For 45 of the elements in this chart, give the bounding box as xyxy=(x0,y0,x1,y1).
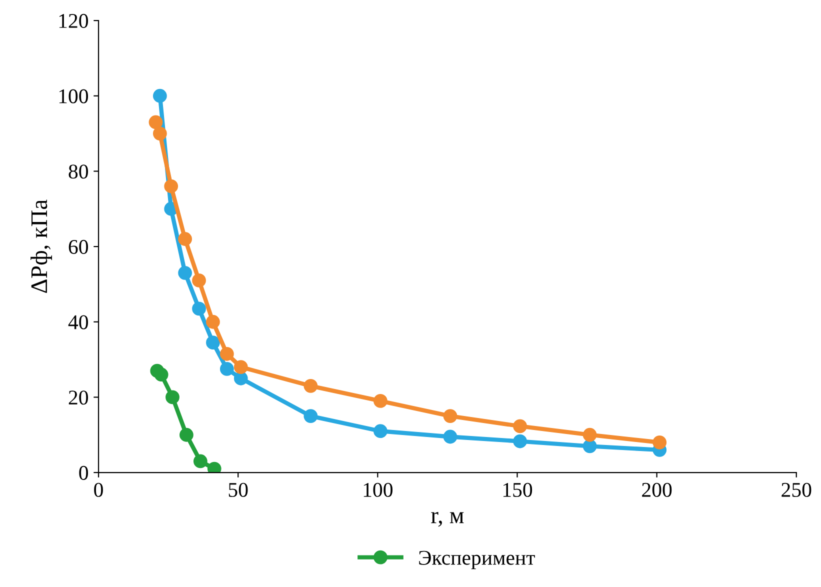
point xyxy=(192,273,206,288)
point xyxy=(206,336,220,350)
point xyxy=(234,360,248,374)
y-tick-label: 120 xyxy=(59,14,88,28)
point xyxy=(220,362,234,376)
y-tick-label: 80 xyxy=(68,164,88,179)
point xyxy=(582,428,597,442)
y-tick-label: 20 xyxy=(68,390,88,405)
point xyxy=(443,409,458,423)
point xyxy=(374,394,388,408)
point xyxy=(166,390,180,404)
point xyxy=(148,115,163,130)
point xyxy=(192,302,206,316)
point xyxy=(304,409,318,423)
legend-label: Эксперимент xyxy=(419,550,535,570)
x-tick-label: 250 xyxy=(782,482,812,497)
point xyxy=(374,424,388,438)
point xyxy=(513,434,527,448)
x-tick-label: 100 xyxy=(364,482,392,497)
point xyxy=(164,179,178,194)
y-tick-label: 100 xyxy=(59,89,88,104)
y-tick-label: 0 xyxy=(79,466,88,480)
x-axis-title: r, м xyxy=(431,512,464,527)
point xyxy=(582,439,597,454)
point xyxy=(154,368,168,382)
x-tick-label: 0 xyxy=(94,482,103,497)
point xyxy=(180,428,194,442)
point xyxy=(178,266,192,280)
x-tick-label: 200 xyxy=(642,482,672,497)
point xyxy=(178,232,192,246)
point xyxy=(443,430,458,444)
y-tick-label: 40 xyxy=(68,315,88,330)
y-tick-label: 60 xyxy=(68,240,88,254)
point xyxy=(206,314,220,329)
x-tick-label: 50 xyxy=(228,482,248,497)
point xyxy=(304,378,318,393)
point xyxy=(220,346,234,361)
y-axis-title: ΔPф, кПа xyxy=(30,200,52,293)
point xyxy=(152,88,167,103)
point xyxy=(193,454,208,468)
point xyxy=(234,371,248,386)
x-tick-label: 150 xyxy=(503,482,532,497)
point xyxy=(152,126,167,140)
point xyxy=(652,435,667,450)
point xyxy=(513,419,527,434)
